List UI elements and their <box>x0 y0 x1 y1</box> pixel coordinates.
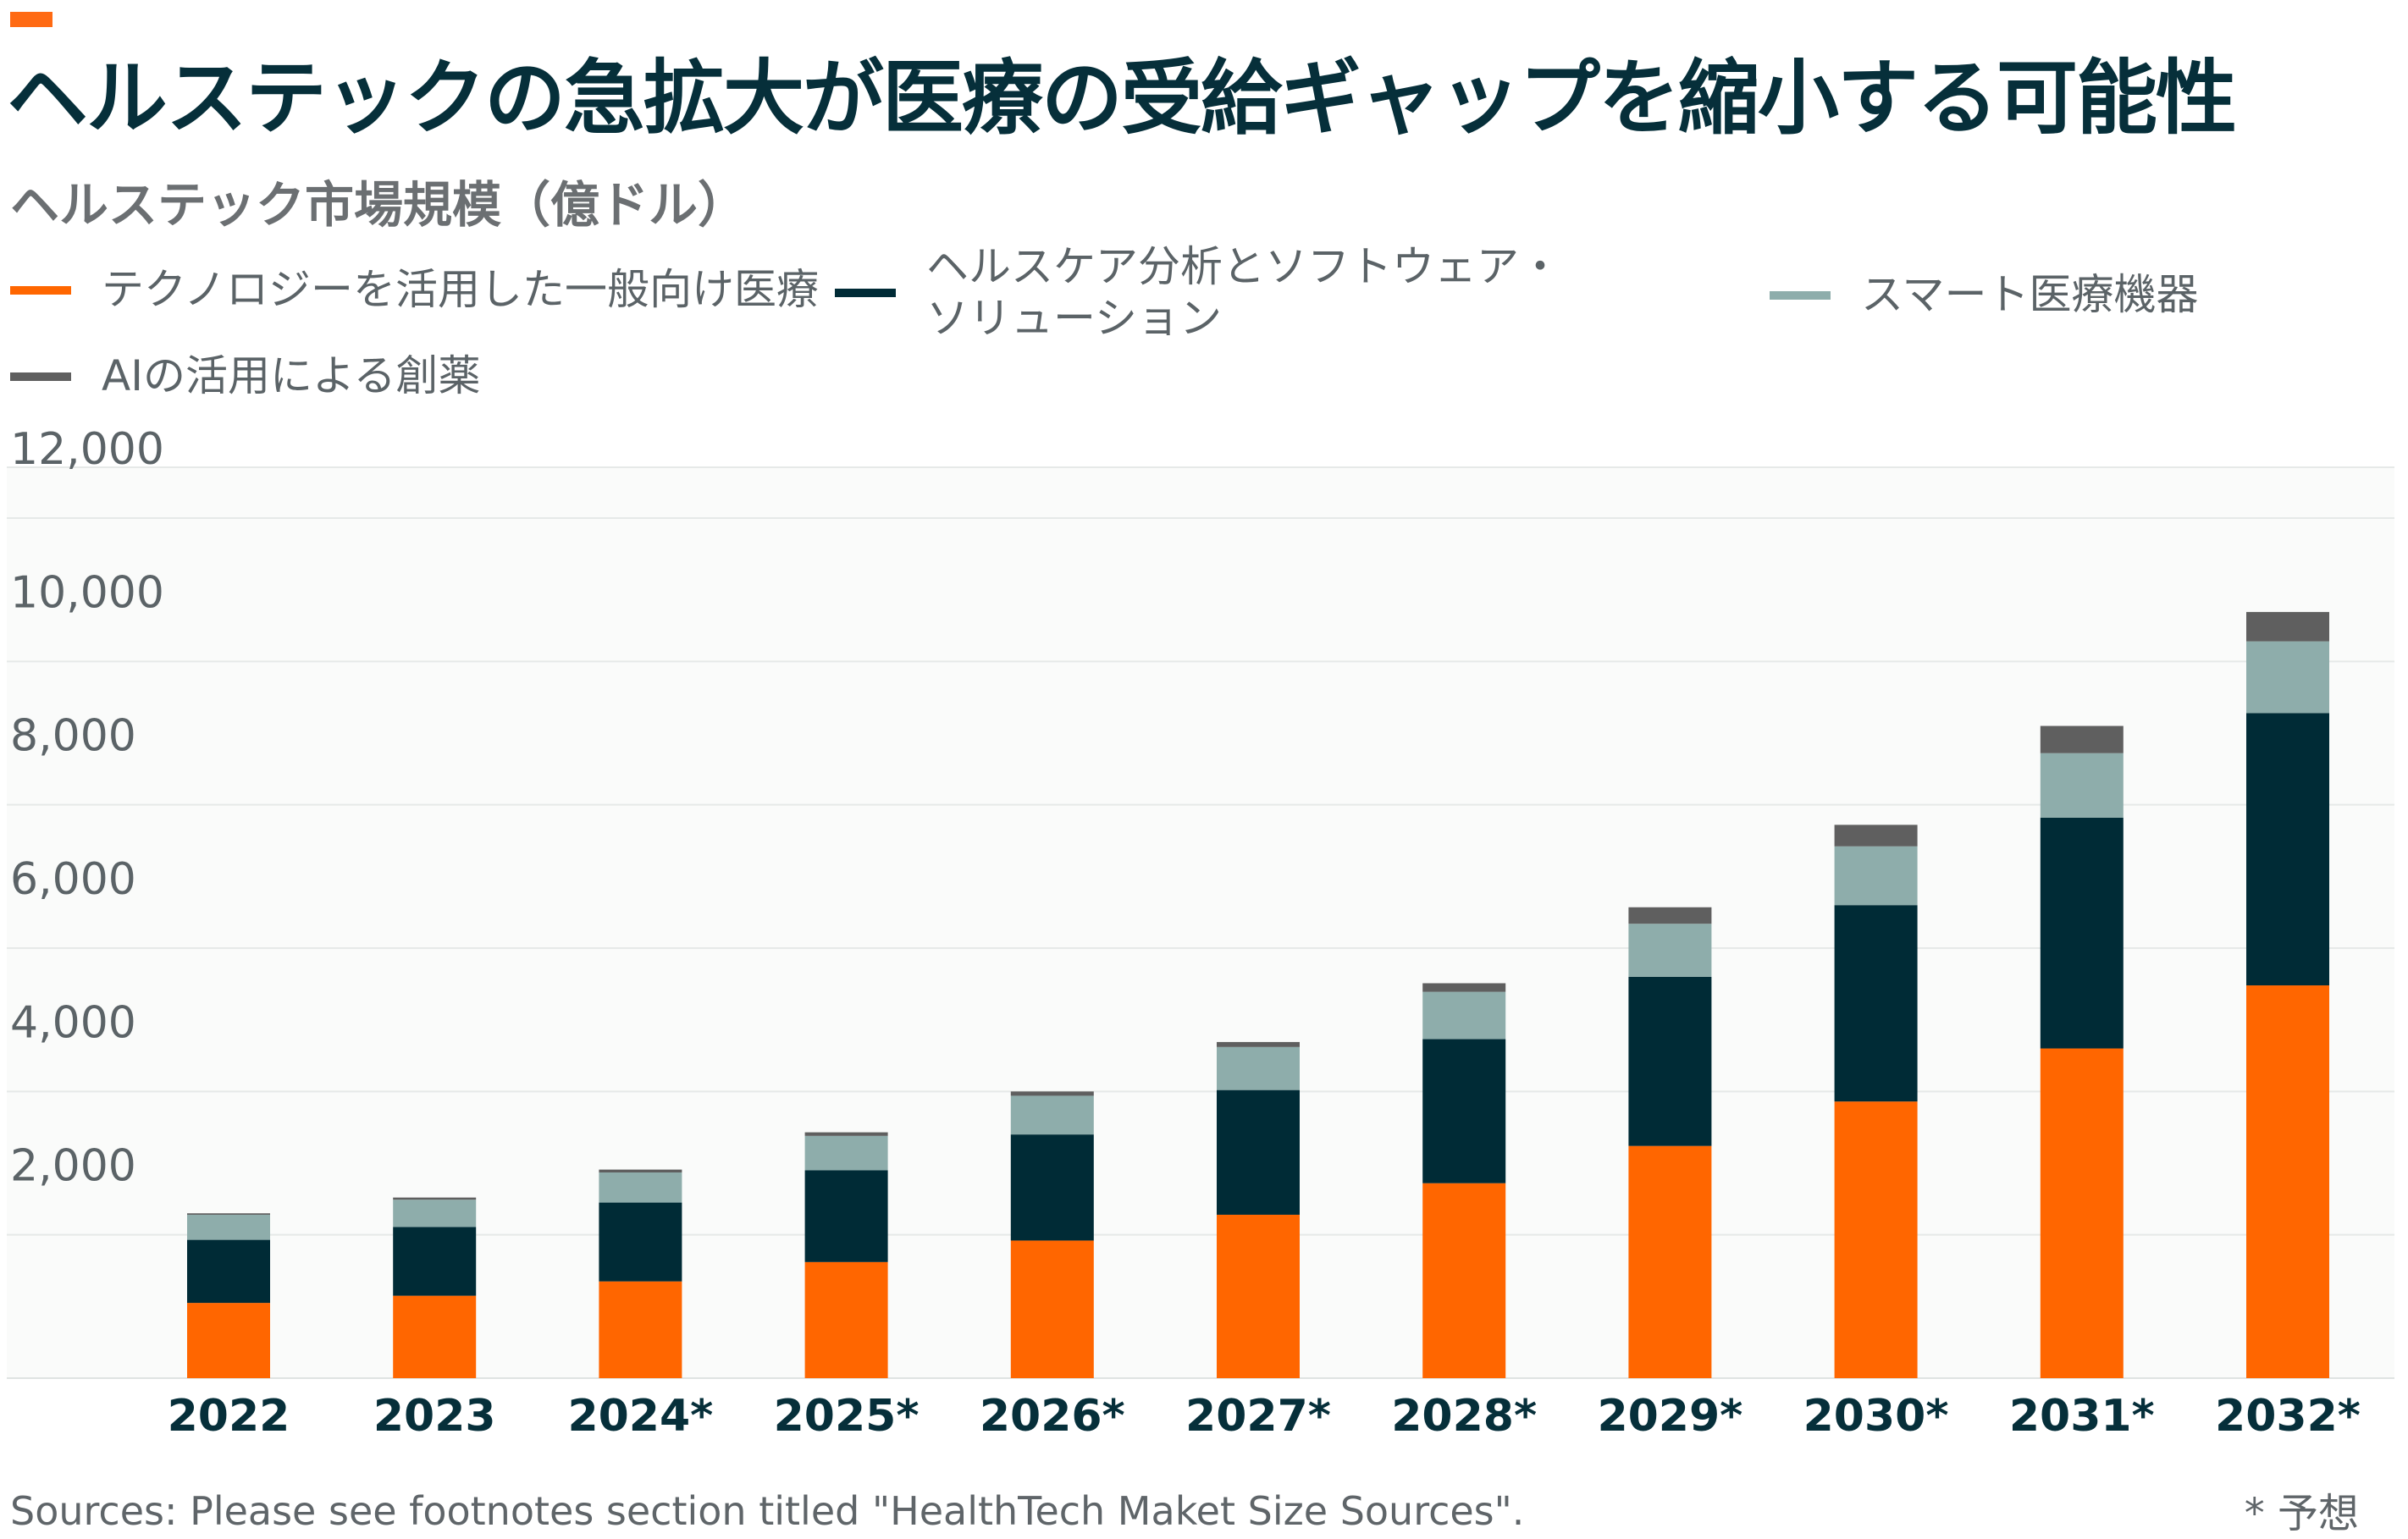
plot-area <box>7 467 2394 1378</box>
x-tick-label: 2025* <box>774 1391 920 1442</box>
bar-segment <box>393 1295 477 1378</box>
x-tick-label: 2031* <box>2009 1391 2155 1442</box>
x-tick-label: 2027* <box>1185 1391 1331 1442</box>
bar-segment <box>1217 1214 1300 1378</box>
bar-segment <box>1628 907 1712 924</box>
legend-label: AIの活用による創薬 <box>102 351 481 400</box>
legend-item-consumer-health: テクノロジーを活用した一般向け医療 <box>10 264 819 316</box>
bar-segment <box>2246 985 2329 1378</box>
legend-label: スマート医療機器 <box>1861 270 2199 319</box>
y-tick-label: 6,000 <box>10 854 136 905</box>
bar-segment <box>1217 1089 1300 1215</box>
legend-label: テクノロジーを活用した一般向け医療 <box>102 265 819 314</box>
bar-segment <box>2246 611 2329 642</box>
legend-item-analytics-software: ヘルスケア分析とソフトウェア・ ソリューション <box>835 241 1561 345</box>
legend-label: ヘルスケア分析とソフトウェア・ ソリューション <box>926 242 1561 343</box>
bar-segment <box>2246 641 2329 714</box>
bar-segment <box>804 1135 888 1171</box>
bar-segment <box>1628 1145 1712 1378</box>
y-tick-label: 12,000 <box>10 424 164 475</box>
bar-segment <box>187 1303 270 1378</box>
x-tick-label: 2028* <box>1391 1391 1537 1442</box>
bar-segment <box>1834 1101 1918 1378</box>
bar-segment <box>599 1202 682 1282</box>
bar-segment <box>187 1239 270 1304</box>
legend-item-smart-devices: スマート医療機器 <box>1770 269 2199 321</box>
bar-segment <box>1422 1039 1506 1183</box>
bar-segment <box>2246 713 2329 986</box>
bar-segment <box>599 1172 682 1203</box>
bar-segment <box>1010 1134 1094 1241</box>
bar-segment <box>1834 846 1918 906</box>
source-note: Sources: Please see footnotes section ti… <box>10 1488 1525 1534</box>
bar-segment <box>1010 1095 1094 1135</box>
legend-item-ai-drug-discovery: AIの活用による創薬 <box>10 350 480 402</box>
bar-segment <box>804 1170 888 1262</box>
bar-segment <box>1217 1046 1300 1090</box>
x-tick-label: 2026* <box>980 1391 1125 1442</box>
legend-swatch <box>1770 290 1831 300</box>
bar-segment <box>1217 1041 1300 1047</box>
bar-segment <box>187 1214 270 1240</box>
bar-segment <box>1834 825 1918 847</box>
y-tick-label: 4,000 <box>10 997 136 1048</box>
bar-segment <box>1628 924 1712 977</box>
chart-title: ヘルステックの急拡大が医療の受給ギャップを縮小する可能性 <box>7 51 2237 146</box>
bar-segment <box>393 1200 477 1227</box>
bar-segment <box>1010 1240 1094 1378</box>
bar-segment <box>804 1132 888 1136</box>
y-tick-label: 10,000 <box>10 567 164 618</box>
legend-swatch <box>835 289 896 297</box>
bar-segment <box>2040 725 2124 753</box>
chart-subtitle: ヘルステック市場規模（億ドル） <box>10 176 748 234</box>
forecast-note: * 予想 <box>2244 1490 2359 1537</box>
bar-segment <box>1422 991 1506 1040</box>
bar-segment <box>1422 983 1506 992</box>
bar-segment <box>2040 753 2124 818</box>
x-tick-label: 2032* <box>2215 1391 2361 1442</box>
bar-segment <box>1010 1091 1094 1096</box>
bar-segment <box>393 1227 477 1296</box>
x-tick-label: 2024* <box>567 1391 713 1442</box>
legend-swatch <box>10 285 71 295</box>
accent-bar <box>10 12 52 27</box>
x-tick-label: 2022 <box>168 1391 290 1442</box>
bar-segment <box>1422 1183 1506 1378</box>
bar-segment <box>599 1169 682 1173</box>
x-tick-label: 2030* <box>1803 1391 1949 1442</box>
bar-segment <box>1628 976 1712 1146</box>
bar-segment <box>187 1213 270 1215</box>
bar-segment <box>804 1261 888 1378</box>
bar-segment <box>2040 1048 2124 1378</box>
legend-swatch <box>10 372 71 381</box>
bar-segment <box>599 1281 682 1378</box>
x-tick-label: 2023 <box>373 1391 496 1442</box>
y-tick-label: 8,000 <box>10 711 136 762</box>
bar-segment <box>1834 905 1918 1102</box>
x-tick-label: 2029* <box>1597 1391 1742 1442</box>
y-tick-label: 2,000 <box>10 1141 136 1192</box>
bar-segment <box>2040 817 2124 1049</box>
bar-segment <box>393 1197 477 1200</box>
